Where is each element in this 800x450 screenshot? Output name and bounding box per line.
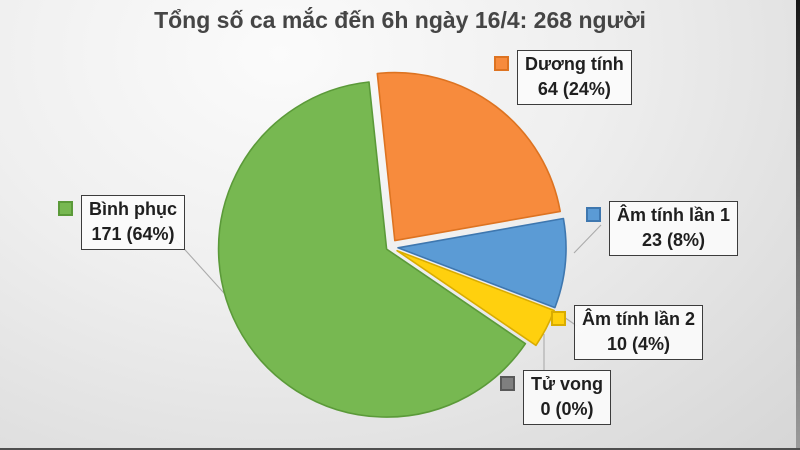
callout-label: Tử vong xyxy=(531,374,604,394)
callout-am-tinh-lan-2: Âm tính lần 2 10 (4%) xyxy=(551,305,704,361)
legend-swatch-duong-tinh-icon xyxy=(494,56,509,71)
pie-slice-am-tinh-lan-1 xyxy=(397,217,567,309)
callout-binh-phuc: Bình phục 171 (64%) xyxy=(58,195,185,251)
callout-value: 171 (64%) xyxy=(91,224,175,245)
legend-swatch-am-tinh-lan-1-icon xyxy=(586,207,601,222)
callout-box-tu-vong: Tử vong 0 (0%) xyxy=(523,370,612,426)
callout-box-am-tinh-lan-1: Âm tính lần 1 23 (8%) xyxy=(609,201,739,257)
pie-slice-am-tinh-lan-2 xyxy=(396,249,555,347)
callout-value: 23 (8%) xyxy=(641,230,706,251)
leader-line-am-tinh-lan-1 xyxy=(573,224,602,254)
frame-edge-right xyxy=(796,0,800,450)
legend-swatch-am-tinh-lan-2-icon xyxy=(551,311,566,326)
legend-swatch-binh-phuc-icon xyxy=(58,201,73,216)
pie-slice-duong-tinh xyxy=(376,71,561,242)
callout-duong-tinh: Dương tính 64 (24%) xyxy=(494,50,632,106)
callout-value: 10 (4%) xyxy=(606,334,671,355)
callout-value: 0 (0%) xyxy=(540,399,594,420)
callout-am-tinh-lan-1: Âm tính lần 1 23 (8%) xyxy=(586,201,739,257)
callout-box-binh-phuc: Bình phục 171 (64%) xyxy=(81,195,185,251)
callout-box-duong-tinh: Dương tính 64 (24%) xyxy=(517,50,632,106)
callout-label: Âm tính lần 1 xyxy=(617,205,731,225)
callout-tu-vong: Tử vong 0 (0%) xyxy=(500,370,612,426)
callout-box-am-tinh-lan-2: Âm tính lần 2 10 (4%) xyxy=(574,305,704,361)
callout-label: Bình phục xyxy=(89,199,177,219)
callout-label: Dương tính xyxy=(525,54,624,74)
pie-slice-binh-phuc xyxy=(217,81,527,418)
chart-title: Tổng số ca mắc đến 6h ngày 16/4: 268 ngư… xyxy=(154,7,646,33)
frame-edge-bottom xyxy=(0,448,800,450)
callout-value: 64 (24%) xyxy=(537,79,611,100)
callout-label: Âm tính lần 2 xyxy=(582,309,696,329)
legend-swatch-tu-vong-icon xyxy=(500,376,515,391)
